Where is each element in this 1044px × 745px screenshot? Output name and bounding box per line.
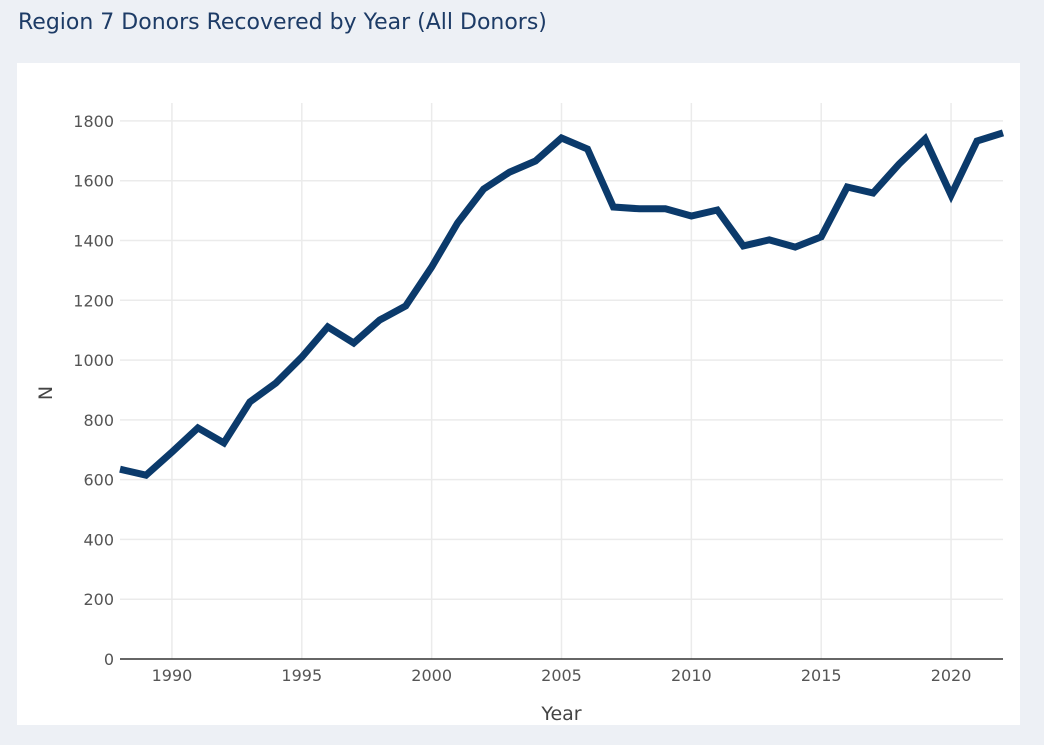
y-axis-title: N xyxy=(35,386,57,400)
x-tick-label: 2015 xyxy=(801,666,842,685)
x-tick-label: 1995 xyxy=(281,666,322,685)
y-tick-label: 1000 xyxy=(73,351,114,370)
y-tick-label: 1800 xyxy=(73,112,114,131)
chart-title: Region 7 Donors Recovered by Year (All D… xyxy=(18,10,547,35)
x-tick-label: 1990 xyxy=(152,666,193,685)
x-tick-label: 2005 xyxy=(541,666,582,685)
x-tick-label: 2000 xyxy=(411,666,452,685)
y-tick-label: 0 xyxy=(104,650,114,669)
y-tick-label: 800 xyxy=(83,411,114,430)
y-tick-label: 600 xyxy=(83,471,114,490)
y-tick-label: 400 xyxy=(83,530,114,549)
x-tick-label: 2020 xyxy=(931,666,972,685)
y-tick-label: 1400 xyxy=(73,232,114,251)
x-tick-label: 2010 xyxy=(671,666,712,685)
data-line xyxy=(119,129,1005,480)
chart-panel xyxy=(17,63,1020,725)
x-axis-title: Year xyxy=(540,703,581,725)
y-tick-label: 1200 xyxy=(73,291,114,310)
y-tick-label: 200 xyxy=(83,590,114,609)
y-tick-label: 1600 xyxy=(73,172,114,191)
